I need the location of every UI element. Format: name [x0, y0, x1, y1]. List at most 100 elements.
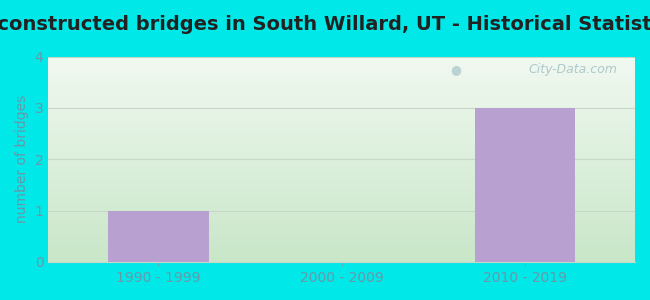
Bar — [48, 78, 635, 79]
Bar — [48, 82, 635, 83]
Bar — [48, 92, 635, 94]
Bar — [48, 228, 635, 229]
Bar — [48, 107, 635, 108]
Bar — [48, 237, 635, 238]
Text: ●: ● — [450, 63, 461, 76]
Bar — [48, 196, 635, 197]
Bar — [48, 248, 635, 249]
Bar — [48, 230, 635, 231]
Bar — [48, 112, 635, 113]
Bar — [48, 119, 635, 120]
Bar — [48, 203, 635, 204]
Bar — [48, 126, 635, 128]
Bar — [48, 118, 635, 119]
Bar — [48, 148, 635, 149]
Bar — [48, 213, 635, 214]
Bar — [48, 117, 635, 118]
Bar — [48, 86, 635, 87]
Bar — [48, 197, 635, 198]
Bar — [48, 69, 635, 70]
Bar — [48, 221, 635, 222]
Bar — [48, 180, 635, 181]
Bar — [48, 234, 635, 235]
Bar — [48, 182, 635, 183]
Bar — [48, 247, 635, 248]
Bar — [48, 98, 635, 99]
Bar — [48, 138, 635, 139]
Bar — [48, 232, 635, 233]
Bar — [48, 223, 635, 224]
Bar — [48, 121, 635, 122]
Bar — [48, 200, 635, 201]
Bar — [48, 169, 635, 170]
Bar — [48, 84, 635, 85]
Bar — [48, 64, 635, 65]
Bar — [48, 190, 635, 191]
Bar — [48, 174, 635, 175]
Bar — [48, 202, 635, 203]
Bar — [48, 199, 635, 200]
Bar — [48, 259, 635, 260]
Bar — [48, 161, 635, 162]
Bar — [48, 74, 635, 75]
Bar — [48, 226, 635, 227]
Bar — [48, 245, 635, 247]
Bar — [48, 76, 635, 77]
Bar — [48, 238, 635, 239]
Bar — [48, 253, 635, 254]
Bar — [48, 189, 635, 190]
Bar — [48, 236, 635, 237]
Bar — [48, 95, 635, 97]
Bar — [48, 204, 635, 206]
Bar — [48, 68, 635, 69]
Bar — [48, 145, 635, 146]
Bar — [48, 160, 635, 161]
Bar — [48, 106, 635, 107]
Bar — [48, 251, 635, 252]
Bar — [48, 184, 635, 185]
Bar — [48, 187, 635, 188]
Bar — [48, 163, 635, 164]
Bar — [48, 66, 635, 67]
Bar — [48, 218, 635, 219]
Bar — [48, 105, 635, 106]
Bar — [48, 134, 635, 135]
Bar — [48, 192, 635, 193]
Bar — [48, 97, 635, 98]
Text: City-Data.com: City-Data.com — [528, 63, 618, 76]
Bar — [48, 255, 635, 256]
Bar — [48, 220, 635, 221]
Bar — [48, 194, 635, 195]
Bar — [48, 156, 635, 157]
Bar — [48, 183, 635, 184]
Bar — [48, 102, 635, 103]
Bar — [48, 162, 635, 163]
Bar — [48, 240, 635, 242]
Y-axis label: number of bridges: number of bridges — [15, 95, 29, 224]
Bar — [48, 231, 635, 232]
Bar — [48, 229, 635, 230]
Bar — [48, 146, 635, 147]
Bar — [48, 113, 635, 114]
Bar — [48, 151, 635, 152]
Bar — [48, 94, 635, 95]
Bar — [48, 153, 635, 154]
Bar — [48, 224, 635, 225]
Bar — [48, 172, 635, 174]
Bar — [48, 191, 635, 192]
Bar — [48, 147, 635, 148]
Bar — [48, 242, 635, 244]
Bar — [48, 61, 635, 63]
Bar — [48, 63, 635, 64]
Bar — [48, 155, 635, 156]
Bar — [48, 88, 635, 89]
Bar — [48, 179, 635, 180]
Bar — [48, 164, 635, 165]
Bar — [48, 72, 635, 73]
Bar — [48, 214, 635, 215]
Bar — [48, 249, 635, 250]
Bar — [48, 217, 635, 218]
Bar — [48, 244, 635, 245]
Bar — [48, 206, 635, 208]
Bar — [48, 80, 635, 81]
